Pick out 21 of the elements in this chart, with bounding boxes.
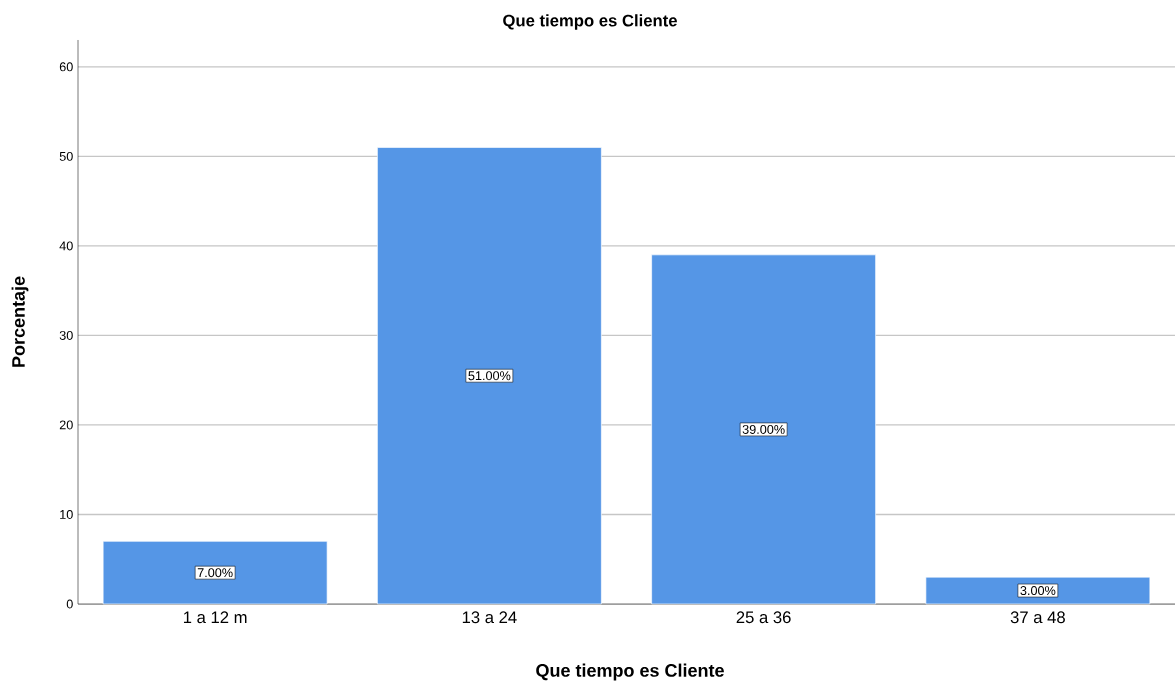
- x-tick-label: 25 a 36: [736, 611, 791, 624]
- y-axis-title: Porcentaje: [11, 276, 29, 367]
- x-tick-label: 37 a 48: [1010, 611, 1065, 624]
- y-tick-label: 40: [59, 241, 73, 251]
- x-tick-label: 13 a 24: [462, 611, 517, 624]
- x-tick-label: 1 a 12 m: [183, 611, 247, 624]
- y-tick-label: 30: [59, 330, 73, 340]
- bar: [377, 147, 602, 605]
- x-axis-title: Que tiempo es Cliente: [536, 663, 724, 681]
- chart-title: Que tiempo es Cliente: [503, 14, 677, 30]
- data-label: 39.00%: [742, 424, 785, 434]
- y-tick-label: 50: [59, 151, 73, 161]
- y-tick-label: 60: [59, 62, 73, 72]
- y-tick-label: 20: [59, 420, 73, 430]
- y-tick-label: 0: [66, 599, 73, 609]
- bar: [102, 540, 328, 605]
- data-label: 3.00%: [1020, 586, 1056, 596]
- y-tick-label: 10: [60, 509, 73, 519]
- bar: [651, 254, 876, 605]
- data-label: 51.00%: [468, 371, 511, 381]
- data-label: 7.00%: [197, 568, 233, 578]
